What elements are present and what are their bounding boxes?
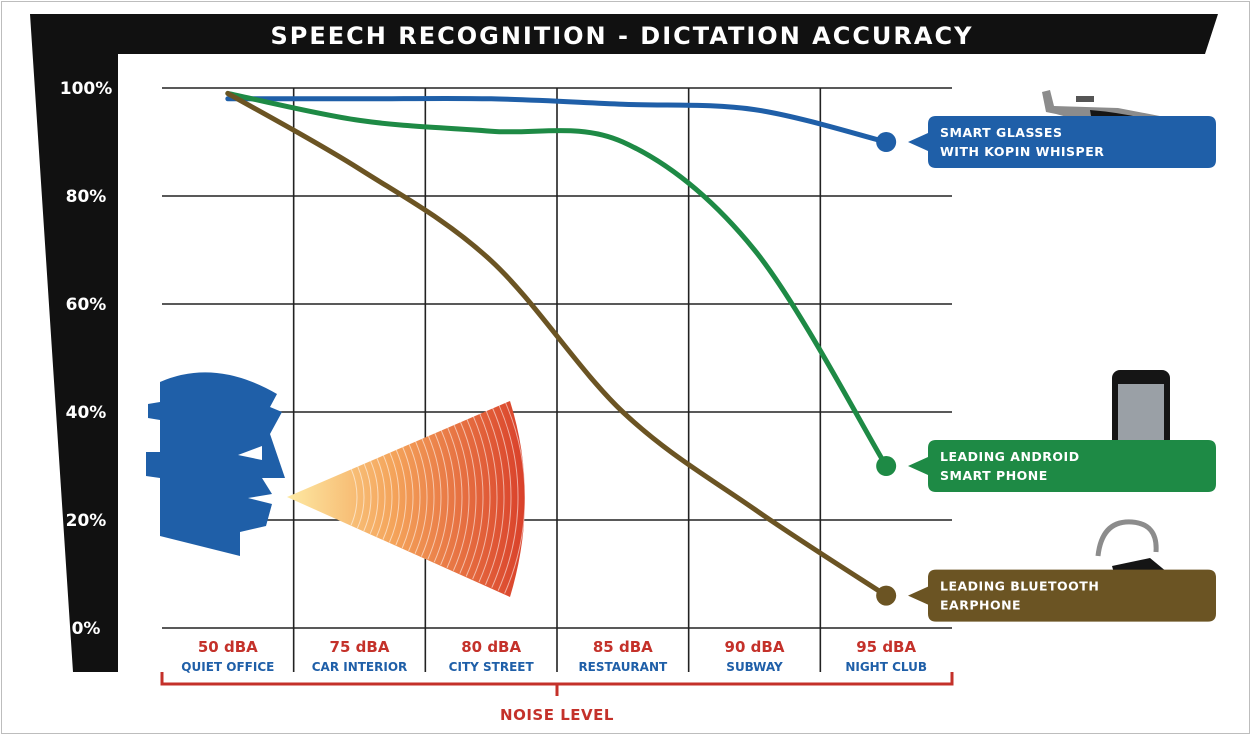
legend-label: SMART PHONE — [940, 468, 1048, 483]
grid — [162, 87, 952, 672]
sound-arc — [376, 457, 386, 537]
speaker-head-icon — [146, 372, 285, 556]
x-tick-db: 50 dBA — [198, 638, 258, 656]
x-tick-db: 85 dBA — [593, 638, 653, 656]
series-end-marker-3 — [876, 585, 897, 606]
chart-title: SPEECH RECOGNITION - DICTATION ACCURACY — [271, 22, 974, 50]
sound-arc — [408, 444, 421, 552]
y-tick-label: 100% — [60, 79, 113, 99]
series-end-marker-2 — [876, 456, 897, 476]
x-tick-db: 75 dBA — [330, 638, 390, 656]
y-ticks: 0% 20% 40% 60% 80% 100% — [60, 79, 113, 639]
x-tick-place: NIGHT CLUB — [845, 660, 927, 674]
sound-arc — [350, 469, 358, 526]
series-line-1 — [225, 95, 889, 145]
series-end-marker-1 — [876, 132, 897, 152]
sound-arc — [440, 430, 456, 566]
x-tick-db: 80 dBA — [461, 638, 521, 656]
y-tick-label: 80% — [66, 187, 107, 207]
legend-label: WITH KOPIN WHISPER — [940, 144, 1104, 159]
sound-arc — [484, 410, 505, 586]
x-axis-label: NOISE LEVEL — [500, 706, 614, 724]
sound-arc — [433, 432, 449, 563]
legend-label: LEADING BLUETOOTH — [940, 579, 1099, 594]
sound-wave-icon — [287, 401, 526, 597]
y-tick-label: 0% — [72, 619, 101, 639]
sound-arc — [356, 466, 365, 529]
sound-arc — [388, 452, 400, 543]
sound-arc — [401, 446, 414, 549]
x-tick-place: CITY STREET — [449, 660, 535, 674]
y-tick-label: 60% — [66, 295, 107, 315]
x-tick-place: CAR INTERIOR — [312, 660, 408, 674]
x-tick-db: 95 dBA — [856, 638, 916, 656]
x-axis-bracket — [160, 672, 954, 696]
legend-label: SMART GLASSES — [940, 125, 1062, 140]
sound-arc — [395, 449, 407, 546]
sound-arc — [369, 460, 379, 535]
x-tick-place: QUIET OFFICE — [181, 660, 274, 674]
series-line-3 — [225, 90, 889, 599]
sound-arc — [414, 441, 428, 554]
sound-arc — [427, 435, 442, 560]
sound-arc — [491, 407, 512, 588]
sound-arc — [472, 416, 491, 580]
legend: SMART GLASSES WITH KOPIN WHISPER LEADING A… — [908, 116, 1216, 622]
legend-box-3 — [908, 569, 1216, 622]
sound-arc — [363, 463, 372, 532]
x-tick-place: SUBWAY — [726, 660, 783, 674]
y-tick-label: 20% — [66, 511, 107, 531]
x-tick-place: RESTAURANT — [578, 660, 668, 674]
sound-arc — [420, 438, 435, 557]
sound-arc — [465, 419, 484, 577]
series-lines — [225, 90, 897, 606]
sound-arc — [478, 413, 498, 583]
sound-arc — [446, 427, 463, 569]
legend-label: LEADING ANDROID — [940, 449, 1080, 464]
legend-box-2 — [908, 440, 1216, 492]
legend-label: EARPHONE — [940, 598, 1021, 613]
series-line-2 — [225, 90, 889, 469]
legend-box-1 — [908, 116, 1216, 168]
sound-arc — [504, 402, 526, 594]
sound-arc — [459, 421, 477, 574]
sound-arc — [497, 405, 519, 591]
y-tick-label: 40% — [66, 403, 107, 423]
x-ticks: 50 dBA QUIET OFFICE 75 dBA CAR INTERIOR 80 d… — [181, 638, 927, 674]
sound-arc — [452, 424, 470, 571]
x-tick-db: 90 dBA — [725, 638, 785, 656]
sound-arc — [382, 455, 393, 540]
